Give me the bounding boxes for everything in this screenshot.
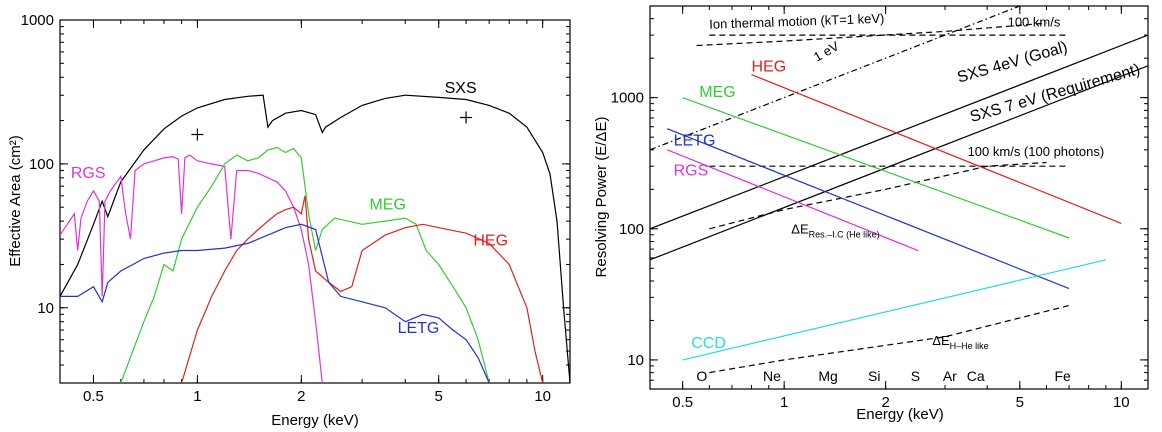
right-y-axis-label: Resolving Power (E/ΔE) [593,117,610,278]
annotation-line-ion-thermal-motion-kt-1-kev [696,22,1047,47]
right-x-tick-label: 1 [780,394,788,411]
series-label-letg: LETG [398,320,440,337]
left-plot-frame [59,19,571,384]
right-x-tick-label: 10 [1113,394,1130,411]
left-y-axis-label: Effective Area (cm²) [7,135,24,266]
series-line-sxs-7-ev-requirement [650,65,1148,261]
right-x-tick-label: 2 [881,394,889,411]
element-marker-si: Si [868,368,880,384]
annotation-subscript: Res.–I.C (He like) [809,230,880,240]
series-line-meg [120,146,490,383]
series-label-meg: MEG [369,197,405,214]
series-label-rgs: RGS [674,162,709,179]
left-x-tick-label: 10 [534,388,551,405]
left-x-tick-label: 0.5 [83,388,104,405]
right-y-tick-label: 1000 [611,90,644,107]
annotation-subscript: H–He like [950,341,989,351]
series-line-rgs [60,154,323,383]
series-label-ccd: CCD [691,335,726,352]
left-ticks: 0.5 1 2 5 10 10 100 1000 [21,12,570,405]
left-y-tick-label: 100 [29,156,54,173]
right-y-tick-label: 100 [619,221,644,238]
annotation-line-res-i-c-he-like [709,161,1047,230]
left-x-tick-label: 1 [193,388,201,405]
series-label-rgs: RGS [71,165,106,182]
right-annotations [650,6,1070,374]
left-series [60,94,570,383]
annotation-label-res-i-c-he-like: ΔERes.–I.C (He like) [791,222,879,240]
series-label-sxs-4ev-goal: SXS 4eV (Goal) [955,39,1069,87]
annotation-label-ion-thermal-motion-kt-1-kev: Ion thermal motion (kT=1 keV) [709,11,885,32]
element-marker-o: O [696,368,707,384]
annotation-label-1-ev: 1 eV [811,38,842,65]
left-series-labels: SXS RGS MEG HEG LETG [71,80,508,337]
plus-marker [460,111,473,124]
series-line-sxs-4ev-goal [650,34,1148,230]
annotation-label-100-km-s: 100 km/s [1008,14,1061,29]
series-label-sxs: SXS [445,80,477,97]
plus-marker [191,128,204,141]
right-x-axis-label: Energy (keV) [856,406,944,423]
series-label-heg: HEG [473,233,508,250]
annotation-text: 100 km/s [1008,14,1061,29]
series-label-letg: LETG [674,133,716,150]
element-marker-fe: Fe [1054,368,1071,384]
series-label-meg: MEG [699,84,735,101]
left-x-tick-label: 2 [297,388,305,405]
left-y-tick-label: 1000 [21,12,54,29]
effective-area-chart: 0.5 1 2 5 10 10 100 1000 SXS RGS MEG HEG LETG Energ… [7,12,571,429]
annotation-text: Ion thermal motion (kT=1 keV) [709,11,885,32]
series-line-meg [682,97,1070,239]
element-markers: O Ne Mg Si S Ar Ca Fe [696,368,1071,384]
annotation-label-100-km-s-100-photons: 100 km/s (100 photons) [968,144,1105,159]
annotation-line-h-he-like [709,304,1070,374]
series-line-ccd [682,259,1107,361]
series-line-letg [60,223,490,383]
resolving-power-chart: 0.5 1 2 5 10 10 100 1000 Ion thermal motion (kT… [593,5,1149,423]
right-x-tick-label: 0.5 [672,394,693,411]
element-marker-ne: Ne [763,368,781,384]
annotation-line-1-ev [650,6,1022,151]
annotation-label-h-he-like: ΔEH–He like [932,333,988,351]
right-series [650,34,1148,361]
element-marker-ar: Ar [943,368,957,384]
right-x-tick-label: 5 [1016,394,1024,411]
right-y-tick-label: 10 [627,352,644,369]
right-series-labels: Ion thermal motion (kT=1 keV) 100 km/s 1 e… [674,11,1142,352]
series-label-heg: HEG [751,59,786,76]
annotation-text: ΔE [791,222,809,237]
element-marker-ca: Ca [967,368,985,384]
series-line-sxs [60,94,570,383]
element-marker-s: S [911,368,920,384]
right-plot-frame [649,5,1149,390]
left-y-tick-label: 10 [37,300,54,317]
series-line-rgs [666,149,919,252]
series-line-heg [751,74,1122,224]
left-x-tick-label: 5 [435,388,443,405]
left-x-axis-label: Energy (keV) [271,412,359,429]
series-line-heg [181,195,544,383]
annotation-text: ΔE [932,333,950,348]
annotation-text: 100 km/s (100 photons) [968,144,1105,159]
annotation-text: 1 eV [811,38,842,65]
left-markers [191,111,473,141]
element-marker-mg: Mg [818,368,837,384]
series-line-letg [666,128,1070,290]
right-ticks: 0.5 1 2 5 10 10 100 1000 [611,5,1148,411]
